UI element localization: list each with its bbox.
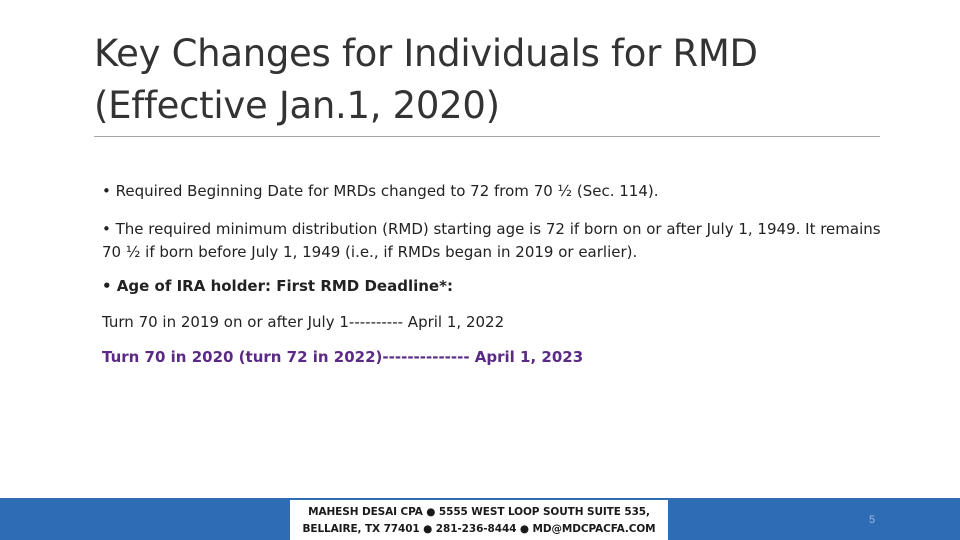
page-number: 5 [868, 514, 876, 526]
deadline-row-2019: Turn 70 in 2019 on or after July 1------… [102, 313, 505, 331]
slide-title-line-2: (Effective Jan.1, 2020) [94, 84, 500, 127]
bullet-required-beginning-date: • Required Beginning Date for MRDs chang… [102, 182, 659, 200]
footer-contact: MAHESH DESAI CPA ● 5555 WEST LOOP SOUTH … [290, 498, 668, 540]
footer-line-2: BELLAIRE, TX 77401 ● 281-236-8444 ● MD@M… [302, 523, 656, 535]
bullet-age-deadline-heading: • Age of IRA holder: First RMD Deadline*… [102, 277, 453, 295]
slide-title: Key Changes for Individuals for RMD (Eff… [94, 28, 894, 132]
bullet-rmd-starting-age: • The required minimum distribution (RMD… [102, 220, 881, 261]
slide-title-line-1: Key Changes for Individuals for RMD [94, 32, 758, 75]
footer-line-1: MAHESH DESAI CPA ● 5555 WEST LOOP SOUTH … [308, 506, 650, 518]
deadline-row-2020: Turn 70 in 2020 (turn 72 in 2022)-------… [102, 348, 584, 366]
title-divider [94, 136, 880, 137]
